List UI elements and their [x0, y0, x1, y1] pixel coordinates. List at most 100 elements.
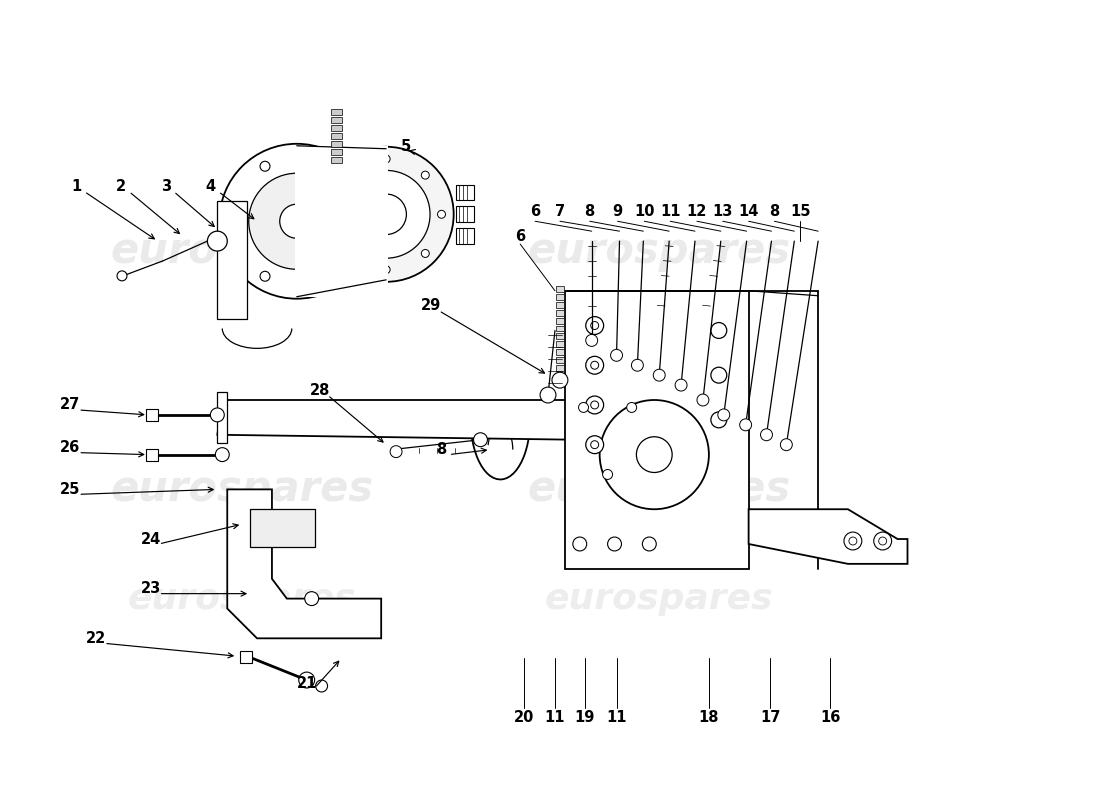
Text: 11: 11 [606, 710, 627, 726]
Circle shape [711, 412, 727, 428]
Text: 15: 15 [790, 204, 811, 219]
Text: 13: 13 [713, 204, 733, 219]
Circle shape [327, 210, 334, 218]
Bar [556, 350, 564, 355]
Circle shape [844, 532, 861, 550]
Circle shape [591, 322, 598, 330]
Bar [455, 228, 473, 244]
Circle shape [366, 194, 406, 234]
Bar [556, 286, 564, 292]
Bar [556, 342, 564, 347]
Circle shape [216, 448, 229, 462]
Circle shape [210, 408, 224, 422]
Circle shape [343, 171, 351, 179]
Text: 19: 19 [574, 710, 595, 726]
Circle shape [319, 146, 453, 282]
Circle shape [117, 271, 126, 281]
Text: 2: 2 [116, 179, 127, 194]
Circle shape [591, 441, 598, 449]
Polygon shape [228, 490, 382, 638]
Text: 23: 23 [141, 581, 161, 596]
Circle shape [627, 402, 637, 413]
Text: 25: 25 [60, 482, 80, 497]
Text: 20: 20 [514, 710, 535, 726]
Text: eurospares: eurospares [111, 230, 374, 272]
Bar [556, 318, 564, 323]
Circle shape [873, 532, 892, 550]
Text: 21: 21 [297, 675, 317, 690]
Circle shape [585, 436, 604, 454]
Circle shape [711, 367, 727, 383]
Bar [240, 651, 252, 663]
Bar [330, 157, 342, 162]
Bar [556, 294, 564, 300]
Text: 26: 26 [60, 440, 80, 455]
Circle shape [438, 210, 446, 218]
Bar [455, 206, 473, 222]
Circle shape [760, 429, 772, 441]
Text: 8: 8 [769, 204, 780, 219]
Circle shape [610, 350, 623, 362]
Circle shape [585, 334, 597, 346]
Text: eurospares: eurospares [128, 582, 356, 616]
Bar [330, 133, 342, 139]
Circle shape [585, 356, 604, 374]
Circle shape [355, 216, 365, 226]
Text: 5: 5 [400, 139, 411, 154]
Bar [146, 449, 157, 461]
Circle shape [675, 379, 688, 391]
Text: eurospares: eurospares [528, 468, 791, 510]
Circle shape [382, 155, 390, 163]
Text: 16: 16 [820, 710, 840, 726]
Text: 24: 24 [141, 531, 161, 546]
Circle shape [600, 400, 708, 510]
Circle shape [382, 266, 390, 274]
Circle shape [585, 396, 604, 414]
Text: 17: 17 [760, 710, 781, 726]
Text: 8: 8 [436, 442, 446, 457]
Text: 3: 3 [161, 179, 170, 194]
Circle shape [421, 171, 429, 179]
Circle shape [711, 322, 727, 338]
Bar [556, 326, 564, 331]
Circle shape [279, 204, 313, 238]
Circle shape [343, 250, 351, 258]
Bar [146, 409, 157, 421]
Bar [330, 117, 342, 123]
Circle shape [591, 362, 598, 370]
Text: 8: 8 [584, 204, 595, 219]
Circle shape [208, 231, 228, 251]
Circle shape [603, 470, 613, 479]
Bar [330, 141, 342, 146]
Text: 10: 10 [634, 204, 654, 219]
Text: 4: 4 [206, 179, 216, 194]
Circle shape [260, 162, 270, 171]
Circle shape [421, 250, 429, 258]
Bar [556, 373, 564, 379]
Text: 7: 7 [554, 204, 565, 219]
Text: 9: 9 [613, 204, 623, 219]
Circle shape [653, 370, 666, 381]
Circle shape [299, 672, 315, 688]
Bar [295, 146, 388, 297]
Circle shape [390, 446, 402, 458]
Circle shape [219, 144, 374, 298]
Text: 14: 14 [738, 204, 759, 219]
Circle shape [631, 359, 644, 371]
Circle shape [718, 409, 729, 421]
Text: 22: 22 [86, 631, 107, 646]
Bar [556, 334, 564, 339]
Bar [556, 358, 564, 363]
Circle shape [780, 438, 792, 450]
Bar [455, 185, 473, 200]
Bar [330, 149, 342, 154]
Circle shape [607, 537, 621, 551]
Text: eurospares: eurospares [544, 582, 773, 616]
Circle shape [579, 402, 588, 413]
Text: 11: 11 [660, 204, 681, 219]
Circle shape [552, 372, 568, 388]
Text: 28: 28 [309, 382, 330, 398]
Bar [218, 392, 228, 442]
Circle shape [473, 433, 487, 446]
Circle shape [260, 271, 270, 282]
